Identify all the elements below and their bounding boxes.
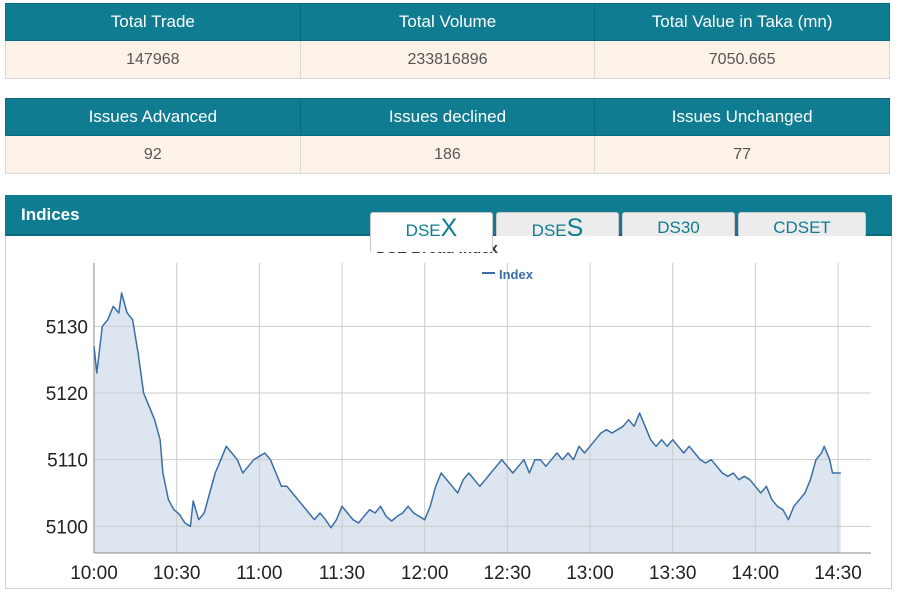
x-tick-label: 13:30	[649, 563, 697, 584]
summary-value-row: 147968 233816896 7050.665	[5, 40, 890, 79]
issues-header-row: Issues Advanced Issues declined Issues U…	[5, 98, 890, 136]
issues-declined-header: Issues declined	[299, 98, 596, 136]
chart-area-group	[94, 293, 841, 553]
total-volume-value: 233816896	[299, 40, 596, 79]
chart-line-group	[93, 292, 841, 529]
legend-index-label: Index	[499, 267, 534, 282]
tab-dsex[interactable]: DSEX	[370, 212, 493, 252]
x-tick-label: 11:30	[319, 563, 365, 584]
x-tick-label: 10:30	[153, 563, 201, 584]
y-tick-label: 5130	[46, 317, 88, 338]
x-tick-label: 10:00	[70, 563, 118, 584]
total-trade-header: Total Trade	[5, 3, 301, 41]
total-trade-value: 147968	[5, 40, 301, 79]
index-series-line	[93, 292, 841, 529]
chart-legend: Index	[482, 267, 534, 282]
index-chart: 10:00 10:30 11:00 11:30 12:00 12:30 13:00 13:30…	[46, 240, 871, 584]
tab-dses-prefix: DSE	[531, 221, 567, 240]
index-area-fill	[94, 293, 841, 553]
x-tick-label: 12:30	[484, 563, 532, 584]
issues-summary-table: Issues Advanced Issues declined Issues U…	[5, 98, 890, 174]
issues-declined-value: 186	[299, 135, 596, 174]
x-tick-label: 13:00	[566, 563, 614, 584]
tab-dsex-suffix: X	[440, 214, 458, 242]
tab-dses-suffix: S	[566, 214, 584, 242]
total-value-value: 7050.665	[594, 40, 890, 79]
y-tick-label: 5110	[47, 451, 88, 472]
issues-unchanged-value: 77	[594, 135, 890, 174]
x-tick-label: 11:00	[236, 563, 282, 584]
issues-advanced-header: Issues Advanced	[5, 98, 301, 136]
indices-title: Indices	[21, 205, 80, 224]
issues-value-row: 92 186 77	[5, 135, 890, 174]
total-value-header: Total Value in Taka (mn)	[594, 3, 890, 41]
issues-advanced-value: 92	[5, 135, 301, 174]
tab-dsex-prefix: DSE	[405, 221, 441, 240]
x-tick-label: 12:00	[401, 563, 449, 584]
y-tick-label: 5120	[46, 384, 88, 405]
x-tick-label: 14:30	[814, 563, 862, 584]
chart-axis-labels: 10:00 10:30 11:00 11:30 12:00 12:30 13:00 13:30…	[46, 317, 862, 584]
indices-panel: Indices DSEX DSES DS30 CDSET 10:00 10:30 1…	[5, 195, 892, 593]
summary-header-row: Total Trade Total Volume Total Value in …	[5, 3, 890, 41]
y-tick-label: 5100	[46, 517, 88, 538]
market-summary-table: Total Trade Total Volume Total Value in …	[5, 3, 890, 79]
issues-unchanged-header: Issues Unchanged	[594, 98, 890, 136]
x-tick-label: 14:00	[732, 563, 780, 584]
chart-grid	[93, 263, 871, 554]
total-volume-header: Total Volume	[299, 3, 596, 41]
